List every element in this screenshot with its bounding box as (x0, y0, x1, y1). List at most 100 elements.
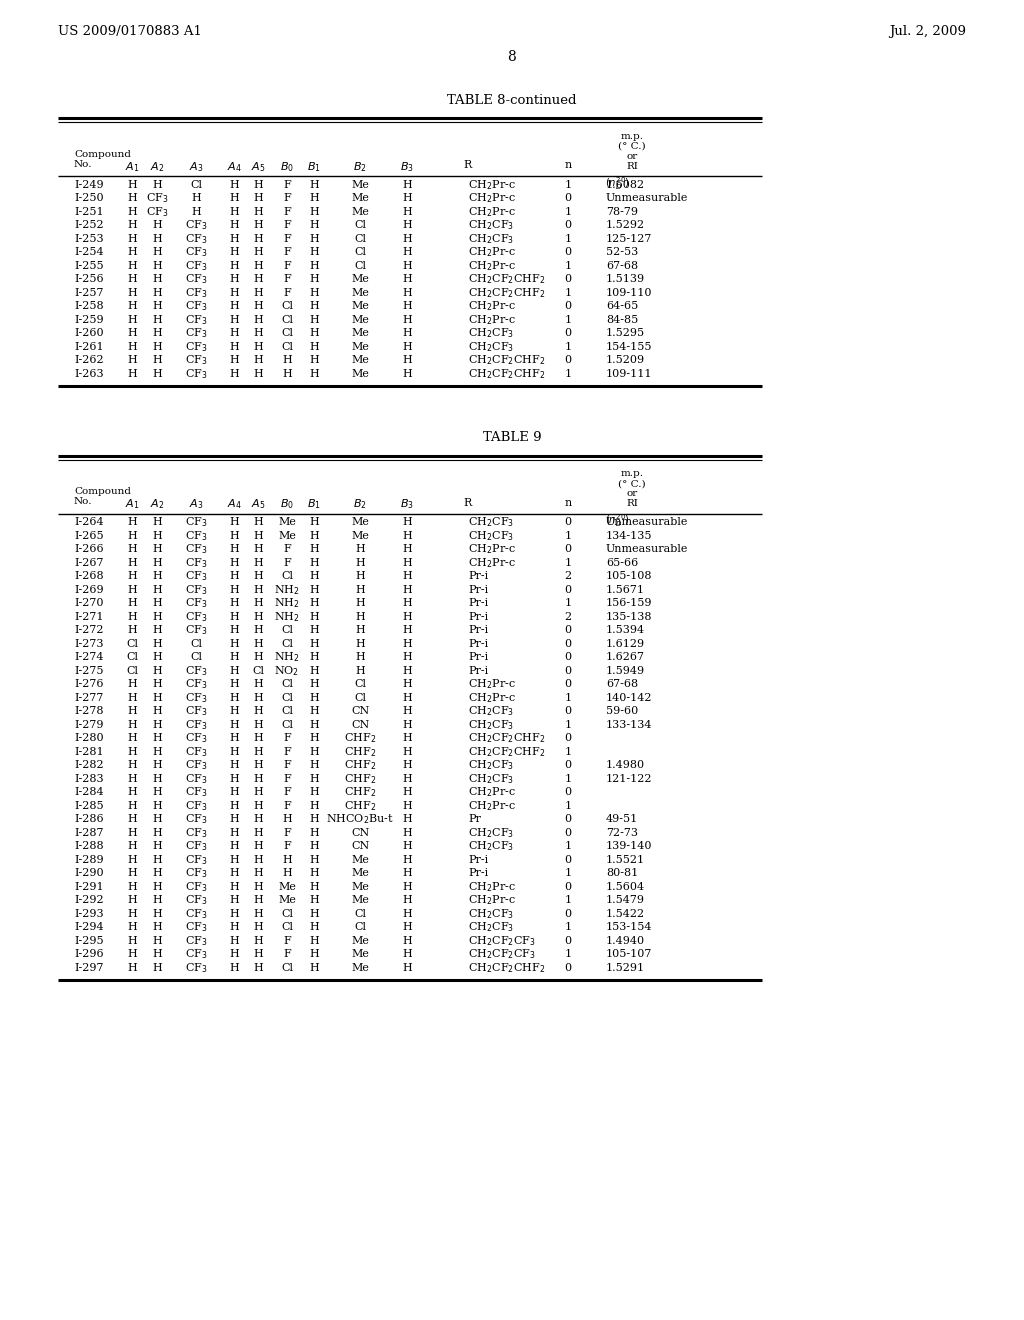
Text: CF$_3$: CF$_3$ (184, 367, 207, 380)
Text: Cl: Cl (126, 639, 138, 648)
Text: Pr-i: Pr-i (468, 598, 488, 609)
Text: CF$_3$: CF$_3$ (184, 610, 207, 623)
Text: H: H (127, 275, 137, 284)
Text: CHF$_2$: CHF$_2$ (344, 759, 376, 772)
Text: H: H (127, 247, 137, 257)
Text: or: or (627, 152, 638, 161)
Text: (° C.): (° C.) (618, 143, 646, 150)
Text: H: H (253, 207, 263, 216)
Text: CH$_2$CF$_3$: CH$_2$CF$_3$ (468, 339, 514, 354)
Text: H: H (309, 855, 318, 865)
Text: H: H (402, 869, 412, 878)
Text: I-252: I-252 (74, 220, 103, 230)
Text: H: H (402, 841, 412, 851)
Text: Me: Me (351, 301, 369, 312)
Text: H: H (229, 869, 239, 878)
Text: H: H (253, 760, 263, 771)
Text: CHF$_2$: CHF$_2$ (344, 731, 376, 746)
Text: H: H (153, 342, 162, 351)
Text: H: H (153, 180, 162, 190)
Text: H: H (309, 301, 318, 312)
Text: Cl: Cl (281, 908, 293, 919)
Text: TABLE 8-continued: TABLE 8-continued (447, 94, 577, 107)
Text: 1.6129: 1.6129 (606, 639, 645, 648)
Text: 156-159: 156-159 (606, 598, 652, 609)
Text: H: H (253, 626, 263, 635)
Text: H: H (191, 207, 201, 216)
Text: H: H (229, 706, 239, 717)
Text: H: H (229, 733, 239, 743)
Text: CF$_3$: CF$_3$ (184, 880, 207, 894)
Text: R: R (464, 160, 472, 170)
Text: 52-53: 52-53 (606, 247, 638, 257)
Text: H: H (153, 531, 162, 541)
Text: 49-51: 49-51 (606, 814, 638, 824)
Text: H: H (309, 585, 318, 595)
Text: I-289: I-289 (74, 855, 103, 865)
Text: 1.5521: 1.5521 (606, 855, 645, 865)
Text: H: H (283, 855, 292, 865)
Text: CF$_3$: CF$_3$ (184, 246, 207, 259)
Text: Cl: Cl (281, 639, 293, 648)
Text: 72-73: 72-73 (606, 828, 638, 838)
Text: $B_0$: $B_0$ (280, 498, 294, 511)
Text: H: H (253, 814, 263, 824)
Text: H: H (253, 275, 263, 284)
Text: H: H (402, 261, 412, 271)
Text: H: H (309, 665, 318, 676)
Text: H: H (402, 814, 412, 824)
Text: $A_1$: $A_1$ (125, 498, 139, 511)
Text: H: H (153, 558, 162, 568)
Text: H: H (253, 908, 263, 919)
Text: CF$_3$: CF$_3$ (184, 866, 207, 880)
Text: CF$_3$: CF$_3$ (184, 705, 207, 718)
Text: H: H (153, 747, 162, 756)
Text: CF$_3$: CF$_3$ (184, 326, 207, 341)
Text: H: H (229, 261, 239, 271)
Text: H: H (355, 544, 365, 554)
Text: F: F (283, 220, 291, 230)
Text: CH$_2$CF$_2$CHF$_2$: CH$_2$CF$_2$CHF$_2$ (468, 731, 546, 746)
Text: $A_1$: $A_1$ (125, 160, 139, 174)
Text: H: H (309, 234, 318, 244)
Text: H: H (309, 747, 318, 756)
Text: CF$_3$: CF$_3$ (184, 759, 207, 772)
Text: CF$_3$: CF$_3$ (184, 583, 207, 597)
Text: H: H (153, 814, 162, 824)
Text: 1.5292: 1.5292 (606, 220, 645, 230)
Text: H: H (402, 936, 412, 945)
Text: CHF$_2$: CHF$_2$ (344, 785, 376, 799)
Text: H: H (309, 801, 318, 810)
Text: H: H (283, 814, 292, 824)
Text: H: H (127, 301, 137, 312)
Text: H: H (253, 787, 263, 797)
Text: 1.5422: 1.5422 (606, 908, 645, 919)
Text: H: H (127, 908, 137, 919)
Text: H: H (253, 234, 263, 244)
Text: H: H (229, 949, 239, 960)
Text: Cl: Cl (190, 639, 202, 648)
Text: Cl: Cl (354, 923, 366, 932)
Text: $(n_D^{20})$: $(n_D^{20})$ (605, 176, 631, 191)
Text: 0: 0 (564, 193, 571, 203)
Text: CH$_2$Pr-c: CH$_2$Pr-c (468, 313, 516, 326)
Text: Cl: Cl (281, 572, 293, 581)
Text: 1: 1 (564, 719, 571, 730)
Text: 0: 0 (564, 787, 571, 797)
Text: F: F (283, 774, 291, 784)
Text: H: H (253, 598, 263, 609)
Text: H: H (229, 719, 239, 730)
Text: H: H (229, 611, 239, 622)
Text: NH$_2$: NH$_2$ (274, 597, 300, 610)
Text: F: F (283, 261, 291, 271)
Text: CH$_2$CF$_3$: CH$_2$CF$_3$ (468, 718, 514, 731)
Text: H: H (153, 611, 162, 622)
Text: H: H (127, 828, 137, 838)
Text: 0: 0 (564, 706, 571, 717)
Text: H: H (229, 314, 239, 325)
Text: CF$_3$: CF$_3$ (145, 205, 168, 219)
Text: H: H (153, 895, 162, 906)
Text: I-286: I-286 (74, 814, 103, 824)
Text: CF$_3$: CF$_3$ (184, 300, 207, 313)
Text: H: H (253, 719, 263, 730)
